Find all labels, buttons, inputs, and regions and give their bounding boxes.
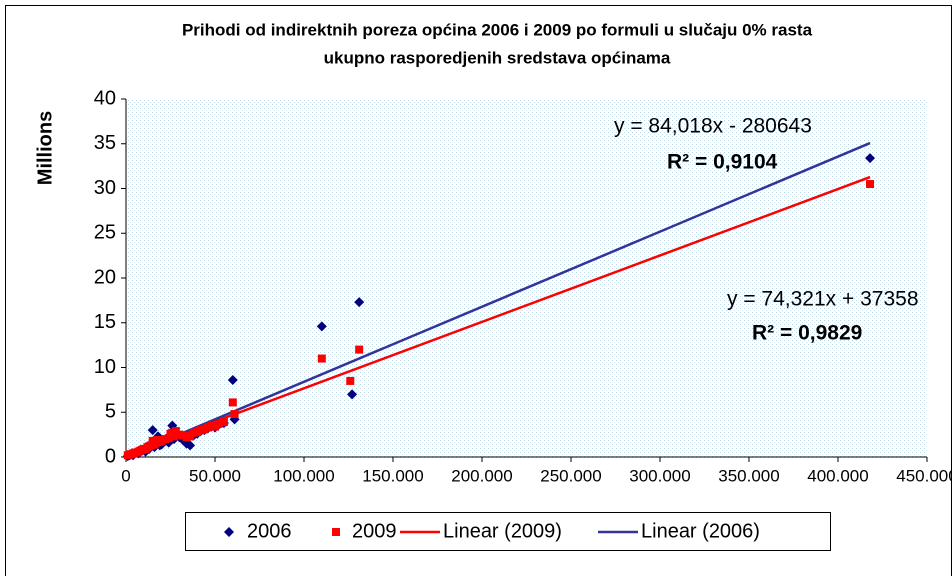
trendline-equation: y = 84,018x - 280643 [614, 115, 812, 138]
y-tick-label: 35 [94, 132, 116, 154]
x-tick-label: 300.000 [629, 466, 690, 485]
chart-title: ukupno rasporedjenih sredstava općinama [324, 48, 671, 67]
y-tick-label: 30 [94, 177, 116, 199]
point [865, 153, 876, 164]
legend-label: 2006 [247, 520, 292, 542]
x-tick-label: 50.000 [189, 466, 241, 485]
plot-area [126, 99, 927, 457]
point [346, 376, 355, 385]
trendline [127, 141, 871, 458]
point [164, 434, 173, 443]
legend-marker [224, 527, 234, 537]
point [185, 440, 196, 451]
x-tick-label: 450.000 [896, 466, 952, 485]
x-tick-label: 0 [121, 466, 130, 485]
trendline-equation: y = 74,321x + 37358 [727, 288, 919, 311]
x-tick-label: 100.000 [273, 466, 334, 485]
point [227, 375, 238, 386]
y-tick-label: 10 [94, 356, 116, 378]
point [230, 410, 239, 419]
point [147, 425, 158, 436]
y-tick-label: 40 [94, 87, 116, 109]
legend-box [185, 512, 831, 551]
point [228, 398, 237, 407]
point [347, 389, 358, 400]
point [355, 345, 364, 354]
point [317, 354, 326, 363]
y-tick-label: 25 [94, 222, 116, 244]
chart-title: Prihodi od indirektnih poreza općina 200… [182, 20, 813, 39]
legend-label: Linear (2009) [443, 520, 562, 542]
point [214, 419, 223, 428]
y-tick-label: 0 [105, 445, 116, 467]
trendline-r2: R² = 0,9104 [667, 151, 778, 174]
x-tick-label: 400.000 [807, 466, 868, 485]
point [866, 180, 875, 189]
y-tick-label: 20 [94, 266, 116, 288]
trendline-r2: R² = 0,9829 [752, 322, 862, 345]
x-tick-label: 150.000 [362, 466, 423, 485]
y-axis-label: Millions [34, 111, 56, 185]
x-tick-label: 200.000 [451, 466, 512, 485]
x-tick-label: 350.000 [718, 466, 779, 485]
trendline [127, 175, 871, 456]
point [170, 432, 179, 441]
point [316, 321, 327, 332]
point [354, 297, 365, 308]
legend-label: Linear (2006) [641, 520, 760, 542]
y-tick-label: 5 [105, 401, 116, 423]
legend-label: 2009 [352, 520, 397, 542]
x-tick-label: 250.000 [540, 466, 601, 485]
legend-marker [332, 528, 340, 536]
y-tick-label: 15 [94, 311, 116, 333]
point [219, 418, 228, 427]
